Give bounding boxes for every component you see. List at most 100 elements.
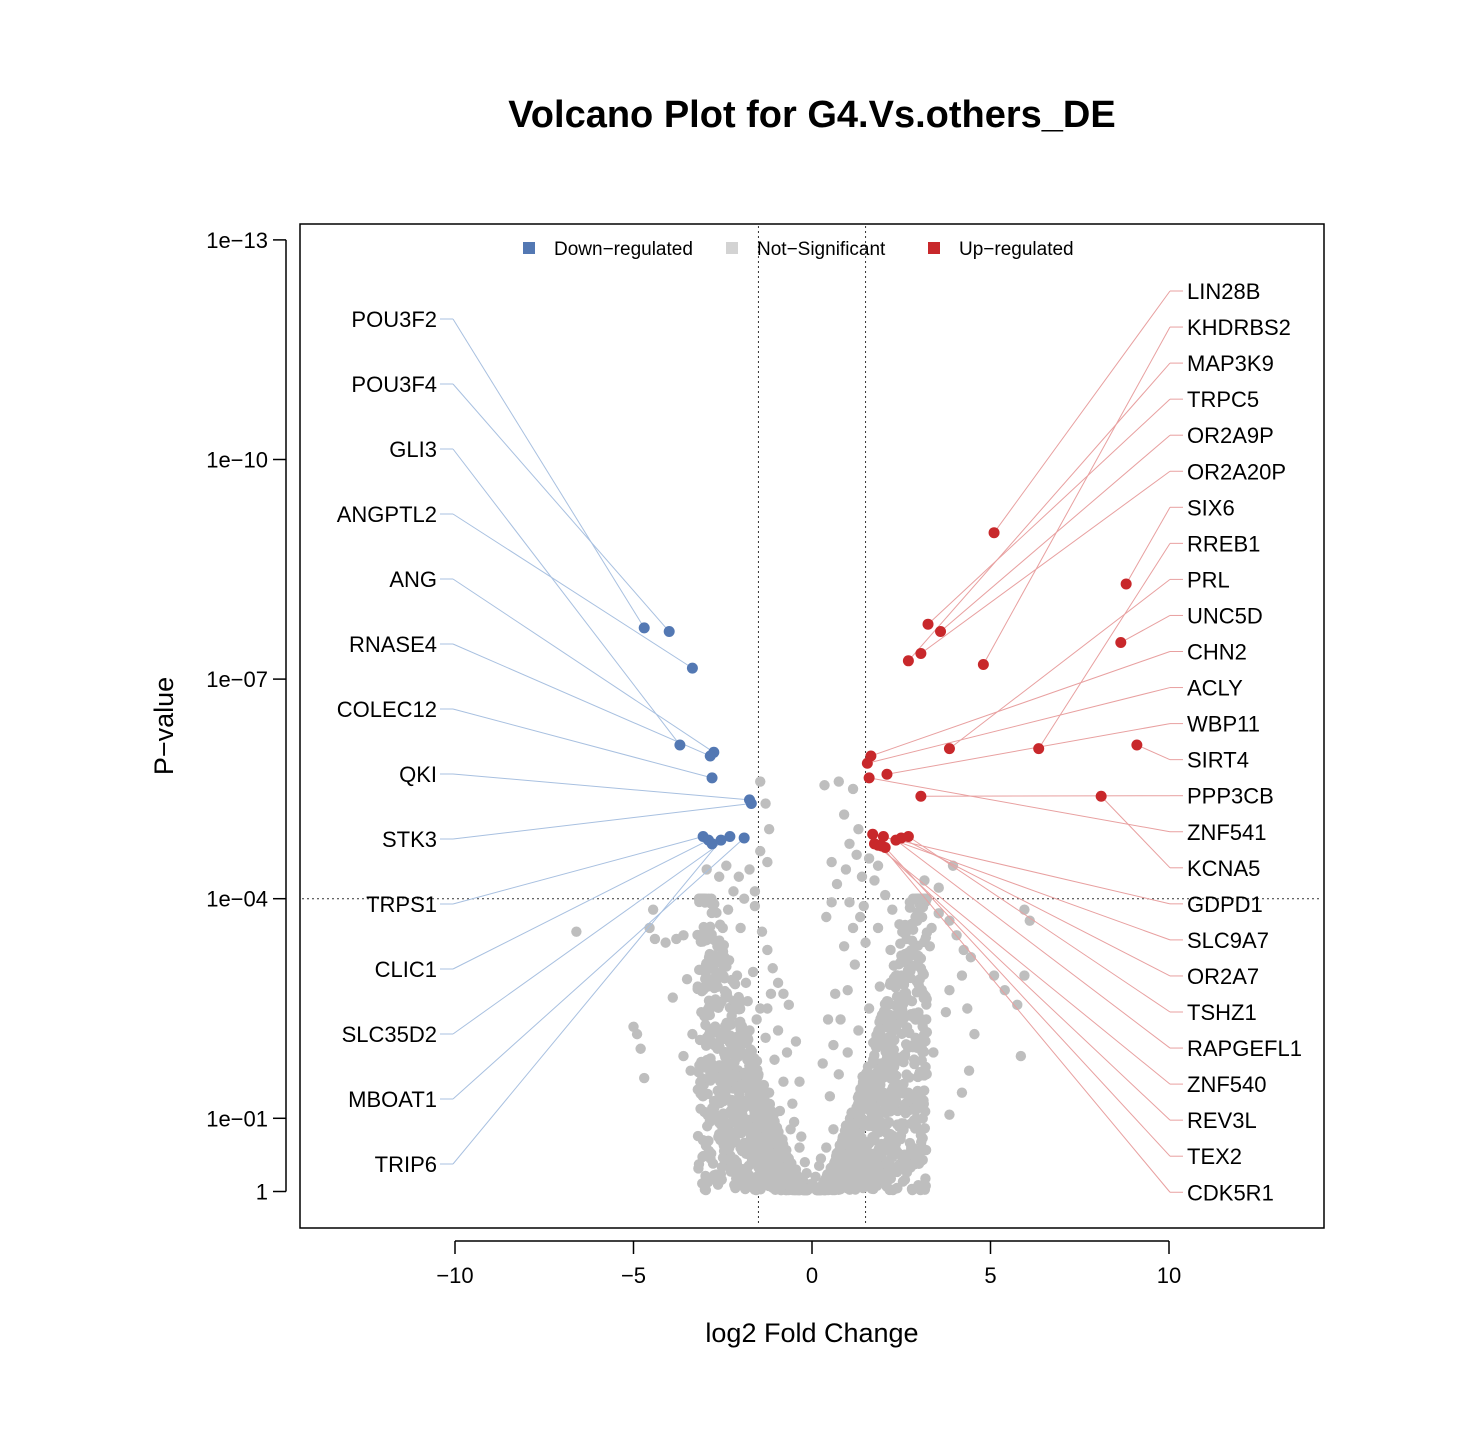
ns-point-74 — [879, 889, 891, 901]
gene-label-SLC9A7: SLC9A7 — [1187, 928, 1269, 953]
ns-point-141 — [751, 1014, 762, 1025]
link-POU3F2 — [452, 318, 645, 629]
ns-point-35 — [755, 845, 766, 857]
ns-cloud-point-1338 — [752, 1070, 764, 1081]
ns-point-62 — [838, 809, 850, 820]
ns-point-16 — [685, 1065, 696, 1076]
ns-point-18 — [678, 1050, 689, 1062]
gene-label-GLI3: GLI3 — [389, 437, 437, 462]
x-axis-label: log2 Fold Change — [705, 1318, 918, 1348]
threshold-lines — [302, 226, 1322, 1226]
ns-cloud-point-1470 — [892, 1147, 903, 1158]
ns-point-116 — [849, 959, 861, 970]
gene-label-RNASE4: RNASE4 — [349, 632, 437, 657]
ns-cloud-point-1122 — [736, 1145, 748, 1157]
ns-cloud-point-886 — [906, 1183, 918, 1195]
ns-cloud-point-1455 — [903, 951, 915, 963]
ns-cloud-point-1391 — [885, 1047, 896, 1058]
link-TEX2 — [884, 847, 1171, 1157]
gene-label-PPP3CB: PPP3CB — [1187, 784, 1274, 809]
gene-label-KCNA5: KCNA5 — [1187, 856, 1260, 881]
x-tick-label-3: 5 — [984, 1263, 996, 1288]
y-axis: 1 1e−01 1e−04 1e−07 1e−10 1e−13 — [206, 228, 287, 1205]
ns-cloud-point-628 — [920, 1173, 931, 1184]
link-CLIC1 — [452, 839, 709, 970]
ns-point-63 — [853, 823, 864, 835]
ns-cloud-point-151 — [707, 1158, 719, 1169]
link-SIX6 — [1125, 507, 1171, 585]
ns-point-185 — [840, 864, 852, 875]
ns-point-34 — [762, 856, 773, 868]
ns-cloud-point-1315 — [901, 973, 912, 984]
ns-point-155 — [821, 1142, 832, 1153]
legend-swatch-ns — [726, 242, 738, 254]
ns-cloud-point-1263 — [707, 1027, 719, 1038]
ns-point-101 — [1012, 999, 1023, 1011]
ns-cloud-point-1105 — [890, 1000, 901, 1011]
x-tick-label-4: 10 — [1157, 1263, 1181, 1288]
ns-cloud-point-1010 — [706, 1148, 717, 1159]
ns-cloud-point-1436 — [700, 1170, 711, 1182]
ns-point-126 — [824, 1091, 836, 1102]
ns-cloud-point-1484 — [898, 1102, 910, 1114]
up-point-16 — [1095, 790, 1107, 802]
chart-title: Volcano Plot for G4.Vs.others_DE — [508, 94, 1115, 136]
ns-point-139 — [769, 1054, 780, 1065]
ns-point-96 — [944, 1109, 955, 1120]
down-point-8 — [745, 798, 757, 810]
link-MBOAT1 — [452, 837, 745, 1100]
gene-label-TEX2: TEX2 — [1187, 1144, 1242, 1169]
down-point-3 — [674, 739, 686, 751]
link-QKI — [452, 773, 750, 801]
ns-point-100 — [988, 970, 1000, 981]
down-point-5 — [704, 750, 716, 762]
ns-point-91 — [965, 952, 977, 963]
ns-cloud-point-1298 — [692, 929, 703, 941]
ns-point-190 — [796, 1131, 807, 1142]
ns-cloud-point-1371 — [741, 1081, 752, 1092]
significant-points — [638, 527, 1143, 853]
ns-point-93 — [969, 1028, 980, 1040]
ns-point-127 — [833, 1069, 844, 1080]
ns-point-1 — [647, 904, 659, 915]
ns-cloud-point-1463 — [750, 1181, 762, 1192]
link-ZNF541 — [869, 777, 1171, 833]
ns-cloud-point-921 — [700, 1040, 712, 1051]
up-point-20 — [902, 830, 914, 842]
ns-point-65 — [851, 849, 862, 860]
ns-point-123 — [928, 1047, 939, 1058]
ns-cloud-point-1283 — [918, 992, 929, 1004]
ns-point-153 — [799, 1157, 811, 1168]
ns-cloud-point-1386 — [904, 1072, 915, 1083]
ns-point-97 — [1019, 904, 1030, 915]
ns-cloud-point-1405 — [718, 1131, 729, 1142]
ns-point-137 — [787, 1098, 798, 1109]
link-UNC5D — [1120, 615, 1171, 643]
ns-cloud-point-1255 — [716, 1174, 727, 1185]
ns-point-182 — [735, 922, 746, 934]
ns-cloud-point-1460 — [800, 1184, 812, 1196]
ns-point-11 — [681, 974, 693, 985]
ns-cloud-point-1497 — [706, 1103, 718, 1114]
ns-point-167 — [858, 900, 869, 912]
ns-cloud-point-1163 — [692, 983, 703, 995]
down-point-11 — [724, 830, 736, 842]
ns-cloud-point-1366 — [706, 1058, 717, 1069]
link-TRIP6 — [452, 839, 722, 1165]
ns-point-44 — [740, 977, 752, 989]
ns-cloud-point-1335 — [917, 1095, 929, 1106]
gene-label-KHDRBS2: KHDRBS2 — [1187, 315, 1291, 340]
ns-cloud-point-1377 — [727, 1099, 738, 1110]
ns-point-72 — [854, 911, 866, 923]
ns-cloud-point-963 — [906, 935, 918, 946]
link-GLI3 — [452, 448, 681, 746]
link-WBP11 — [886, 723, 1171, 775]
ns-cloud-point-1279 — [735, 1048, 746, 1059]
ns-cloud-point-1441 — [866, 1077, 877, 1088]
gene-label-OR2A7: OR2A7 — [1187, 964, 1259, 989]
ns-point-66 — [863, 853, 875, 864]
ns-cloud-point-1383 — [891, 1166, 903, 1178]
ns-point-40 — [772, 977, 784, 989]
ns-cloud-point-1458 — [749, 1100, 760, 1111]
gene-label-links — [440, 290, 1183, 1193]
